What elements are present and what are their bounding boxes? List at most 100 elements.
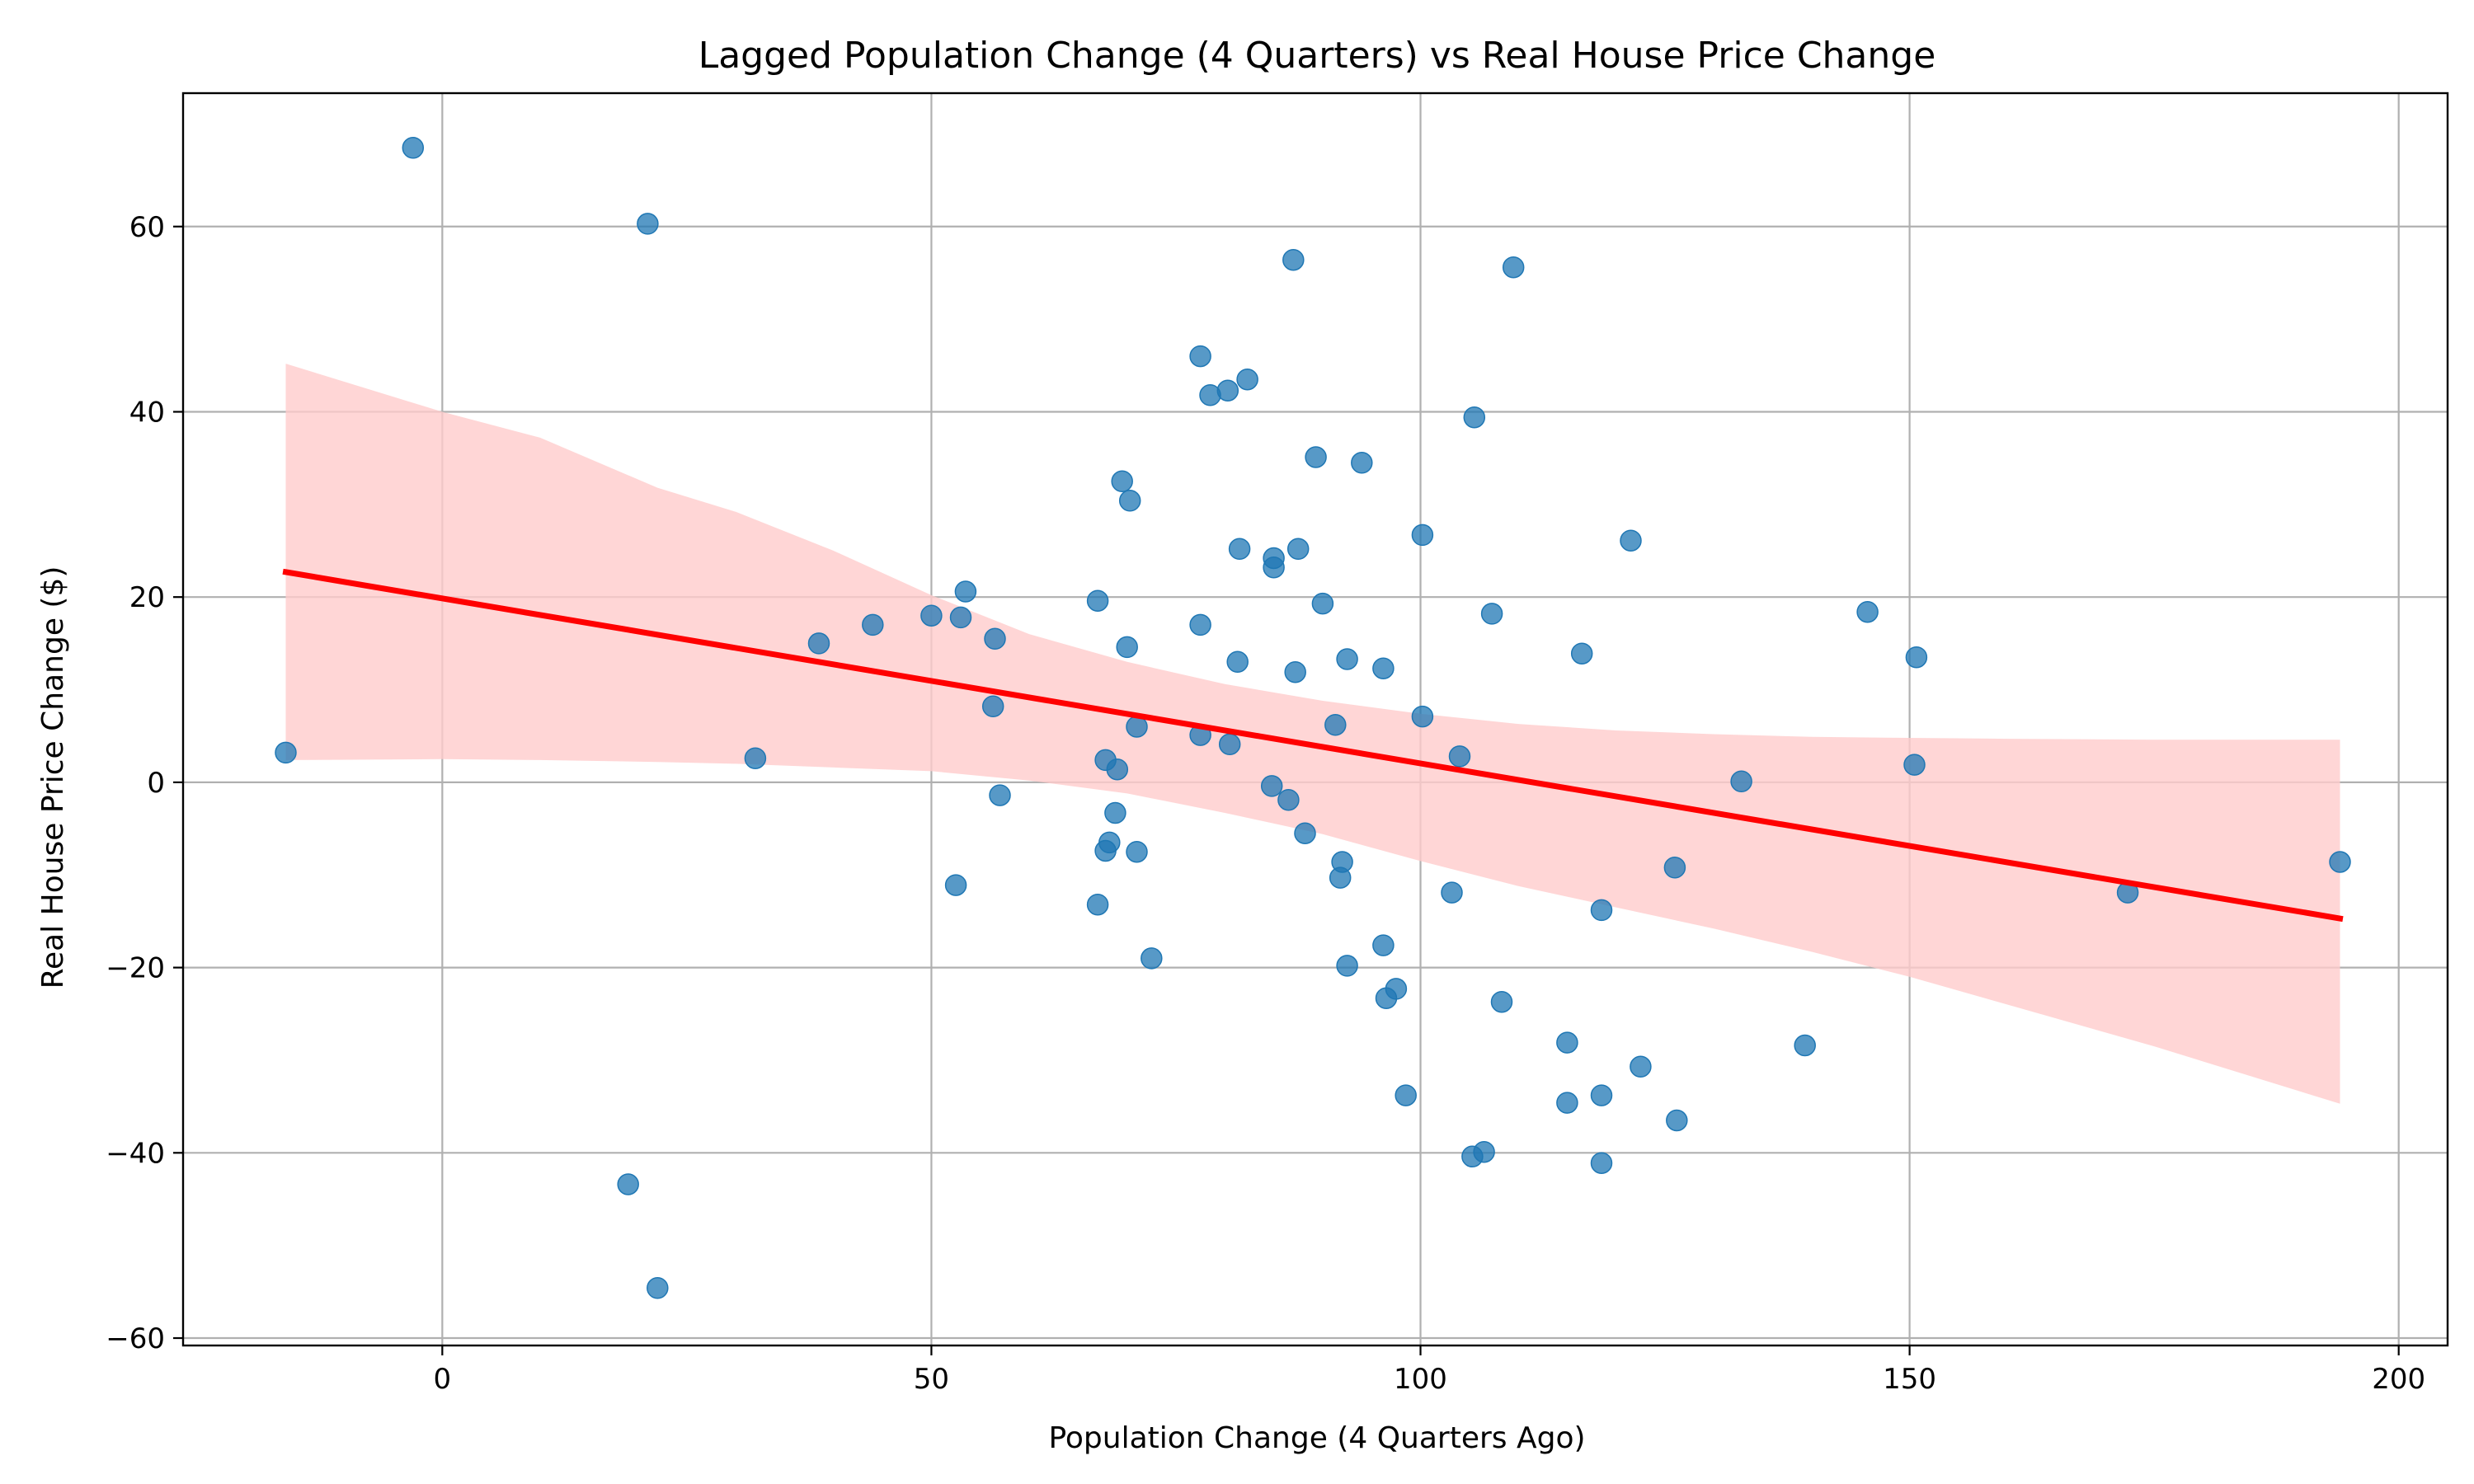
scatter-point bbox=[1666, 1109, 1688, 1132]
scatter-point bbox=[1260, 775, 1283, 797]
scatter-point bbox=[1372, 934, 1395, 956]
confidence-band bbox=[285, 364, 2340, 1104]
scatter-point bbox=[1856, 600, 1879, 623]
scatter-point bbox=[1502, 256, 1525, 279]
scatter-point bbox=[647, 1277, 669, 1299]
scatter-point bbox=[1104, 801, 1126, 824]
scatter-point bbox=[1441, 881, 1463, 904]
axes-frame-layer bbox=[181, 92, 2449, 1347]
confidence-band-layer bbox=[285, 364, 2340, 1104]
scatter-point bbox=[402, 137, 425, 159]
scatter-point bbox=[2329, 851, 2351, 873]
scatter-point bbox=[1375, 987, 1398, 1009]
scatter-point bbox=[989, 784, 1011, 806]
y-tick-label: −60 bbox=[106, 1322, 165, 1355]
scatter-point bbox=[1630, 1055, 1652, 1078]
scatter-point bbox=[744, 747, 767, 769]
scatter-point bbox=[949, 606, 972, 629]
scatter-point bbox=[920, 604, 943, 627]
scatter-point bbox=[1305, 446, 1327, 468]
axes-frame bbox=[181, 92, 2449, 1347]
scatter-point bbox=[807, 632, 830, 655]
scatter-point bbox=[1106, 758, 1129, 781]
scatter-point bbox=[1395, 1084, 1417, 1106]
scatter-point bbox=[1228, 538, 1251, 561]
x-axis-ticks: 0 50 100 150 200 bbox=[434, 1345, 2425, 1396]
scatter-point bbox=[1189, 613, 1211, 636]
regression-line bbox=[282, 568, 2344, 923]
scatter-point bbox=[954, 580, 977, 603]
scatter-point bbox=[1570, 642, 1593, 665]
scatter-point bbox=[1794, 1034, 1816, 1057]
y-axis-ticks: −60 −40 −20 0 20 40 60 bbox=[106, 211, 183, 1355]
scatter-point bbox=[1448, 745, 1471, 768]
scatter-point bbox=[1218, 733, 1241, 756]
x-axis-label: Population Change (4 Quarters Ago) bbox=[1048, 1421, 1585, 1455]
y-tick-label: 20 bbox=[129, 581, 165, 614]
scatter-point bbox=[1141, 947, 1163, 970]
scatter-point bbox=[984, 627, 1006, 650]
scatter-point bbox=[1236, 368, 1258, 391]
scatter-point bbox=[1329, 866, 1352, 889]
scatter-point bbox=[1556, 1092, 1578, 1114]
scatter-point bbox=[1590, 1084, 1613, 1106]
scatter-point bbox=[1480, 603, 1503, 625]
scatter-points-layer bbox=[275, 137, 2351, 1299]
scatter-point bbox=[617, 1173, 639, 1195]
scatter-point bbox=[1086, 589, 1109, 612]
scatter-point bbox=[275, 741, 297, 764]
scatter-point bbox=[1277, 788, 1300, 811]
scatter-point bbox=[637, 213, 659, 235]
x-tick-label: 50 bbox=[914, 1363, 949, 1396]
scatter-point bbox=[981, 695, 1004, 718]
scatter-point bbox=[1116, 636, 1138, 659]
scatter-point bbox=[1556, 1031, 1578, 1054]
scatter-point bbox=[1905, 646, 1928, 669]
x-tick-label: 150 bbox=[1883, 1363, 1936, 1396]
scatter-point bbox=[1590, 899, 1613, 922]
scatter-point bbox=[1126, 840, 1148, 863]
scatter-point bbox=[1286, 538, 1310, 561]
scatter-point bbox=[1284, 660, 1306, 683]
x-tick-label: 100 bbox=[1394, 1363, 1447, 1396]
scatter-point bbox=[1216, 379, 1239, 402]
scatter-point bbox=[1086, 893, 1109, 916]
scatter-point bbox=[1490, 990, 1513, 1013]
scatter-point bbox=[1903, 754, 1926, 776]
scatter-point bbox=[1463, 406, 1486, 429]
scatter-point bbox=[1336, 648, 1358, 670]
x-tick-label: 0 bbox=[434, 1363, 452, 1396]
scatter-point bbox=[1730, 770, 1752, 793]
scatter-point bbox=[1473, 1140, 1495, 1163]
scatter-point bbox=[1263, 556, 1285, 579]
y-tick-label: 60 bbox=[129, 211, 165, 244]
regression-line-layer bbox=[282, 568, 2344, 923]
scatter-point bbox=[1663, 857, 1686, 879]
scatter-point bbox=[1111, 470, 1133, 493]
scatter-point bbox=[1411, 524, 1434, 547]
scatter-point bbox=[1336, 955, 1358, 977]
scatter-point bbox=[1311, 592, 1334, 615]
scatter-point bbox=[1351, 452, 1373, 474]
y-axis-label: Real House Price Change ($) bbox=[36, 566, 70, 989]
scatter-point bbox=[1590, 1152, 1613, 1174]
scatter-point bbox=[1372, 657, 1395, 679]
y-tick-label: −40 bbox=[106, 1137, 165, 1170]
scatter-point bbox=[1282, 248, 1305, 271]
scatter-point bbox=[1094, 839, 1117, 862]
chart-title: Lagged Population Change (4 Quarters) vs… bbox=[698, 35, 1936, 77]
scatter-point bbox=[1189, 345, 1211, 368]
scatter-point bbox=[1411, 705, 1434, 728]
scatter-point bbox=[944, 874, 967, 896]
scatter-point bbox=[1294, 822, 1316, 844]
scatter-point bbox=[1118, 490, 1141, 512]
scatter-point bbox=[862, 613, 884, 636]
scatter-point bbox=[1226, 650, 1249, 674]
y-tick-label: 40 bbox=[129, 396, 165, 429]
y-tick-label: 0 bbox=[147, 767, 165, 800]
y-tick-label: −20 bbox=[106, 952, 165, 985]
scatter-point bbox=[1324, 713, 1347, 736]
scatter-point bbox=[1620, 529, 1642, 552]
